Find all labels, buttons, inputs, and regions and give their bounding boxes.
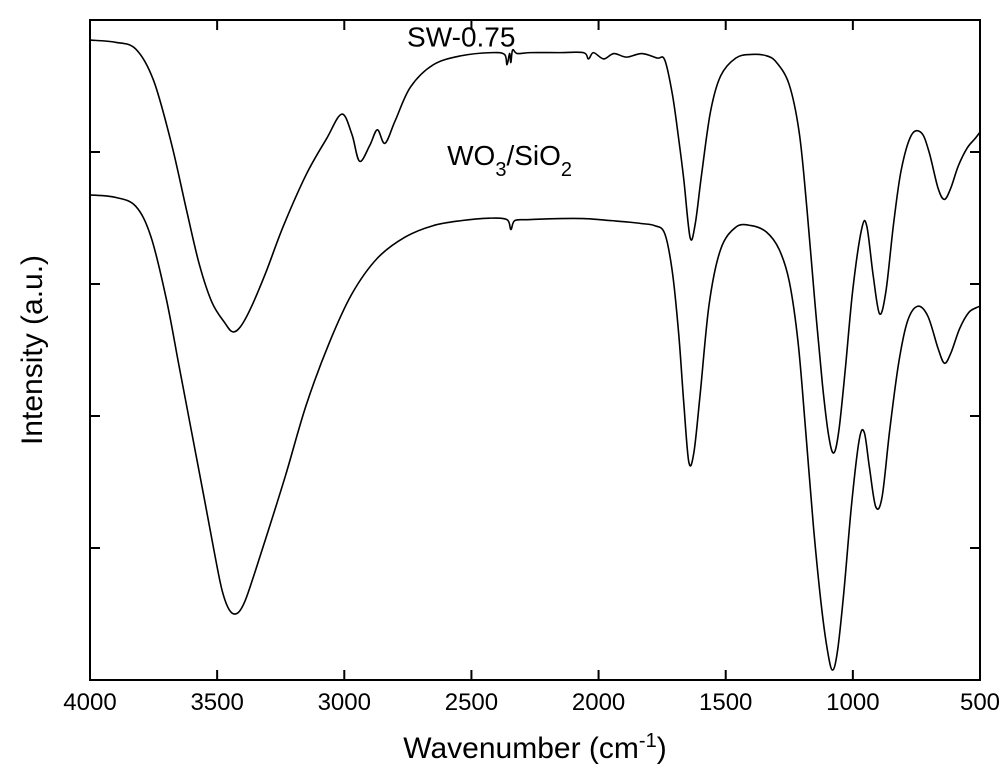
x-tick-label: 4000 [63, 689, 116, 716]
x-tick-label: 3500 [190, 689, 243, 716]
series-label-0: SW-0.75 [407, 21, 515, 52]
ftir-spectrum-chart: SW-0.75WO3/SiO2 400035003000250020001500… [0, 0, 1000, 784]
x-tick-label: 500 [960, 689, 1000, 716]
x-tick-label: 3000 [318, 689, 371, 716]
y-axis-title: Intensity (a.u.) [16, 255, 49, 445]
x-tick-label: 2000 [572, 689, 625, 716]
x-axis-title: Wavenumber (cm-1) [403, 730, 666, 765]
x-axis-tick-labels: 4000 3500 3000 2500 2000 1500 1000 500 [63, 689, 1000, 716]
x-tick-label: 1500 [699, 689, 752, 716]
x-tick-label: 2500 [445, 689, 498, 716]
chart-svg: SW-0.75WO3/SiO2 400035003000250020001500… [0, 0, 1000, 784]
x-tick-label: 1000 [826, 689, 879, 716]
